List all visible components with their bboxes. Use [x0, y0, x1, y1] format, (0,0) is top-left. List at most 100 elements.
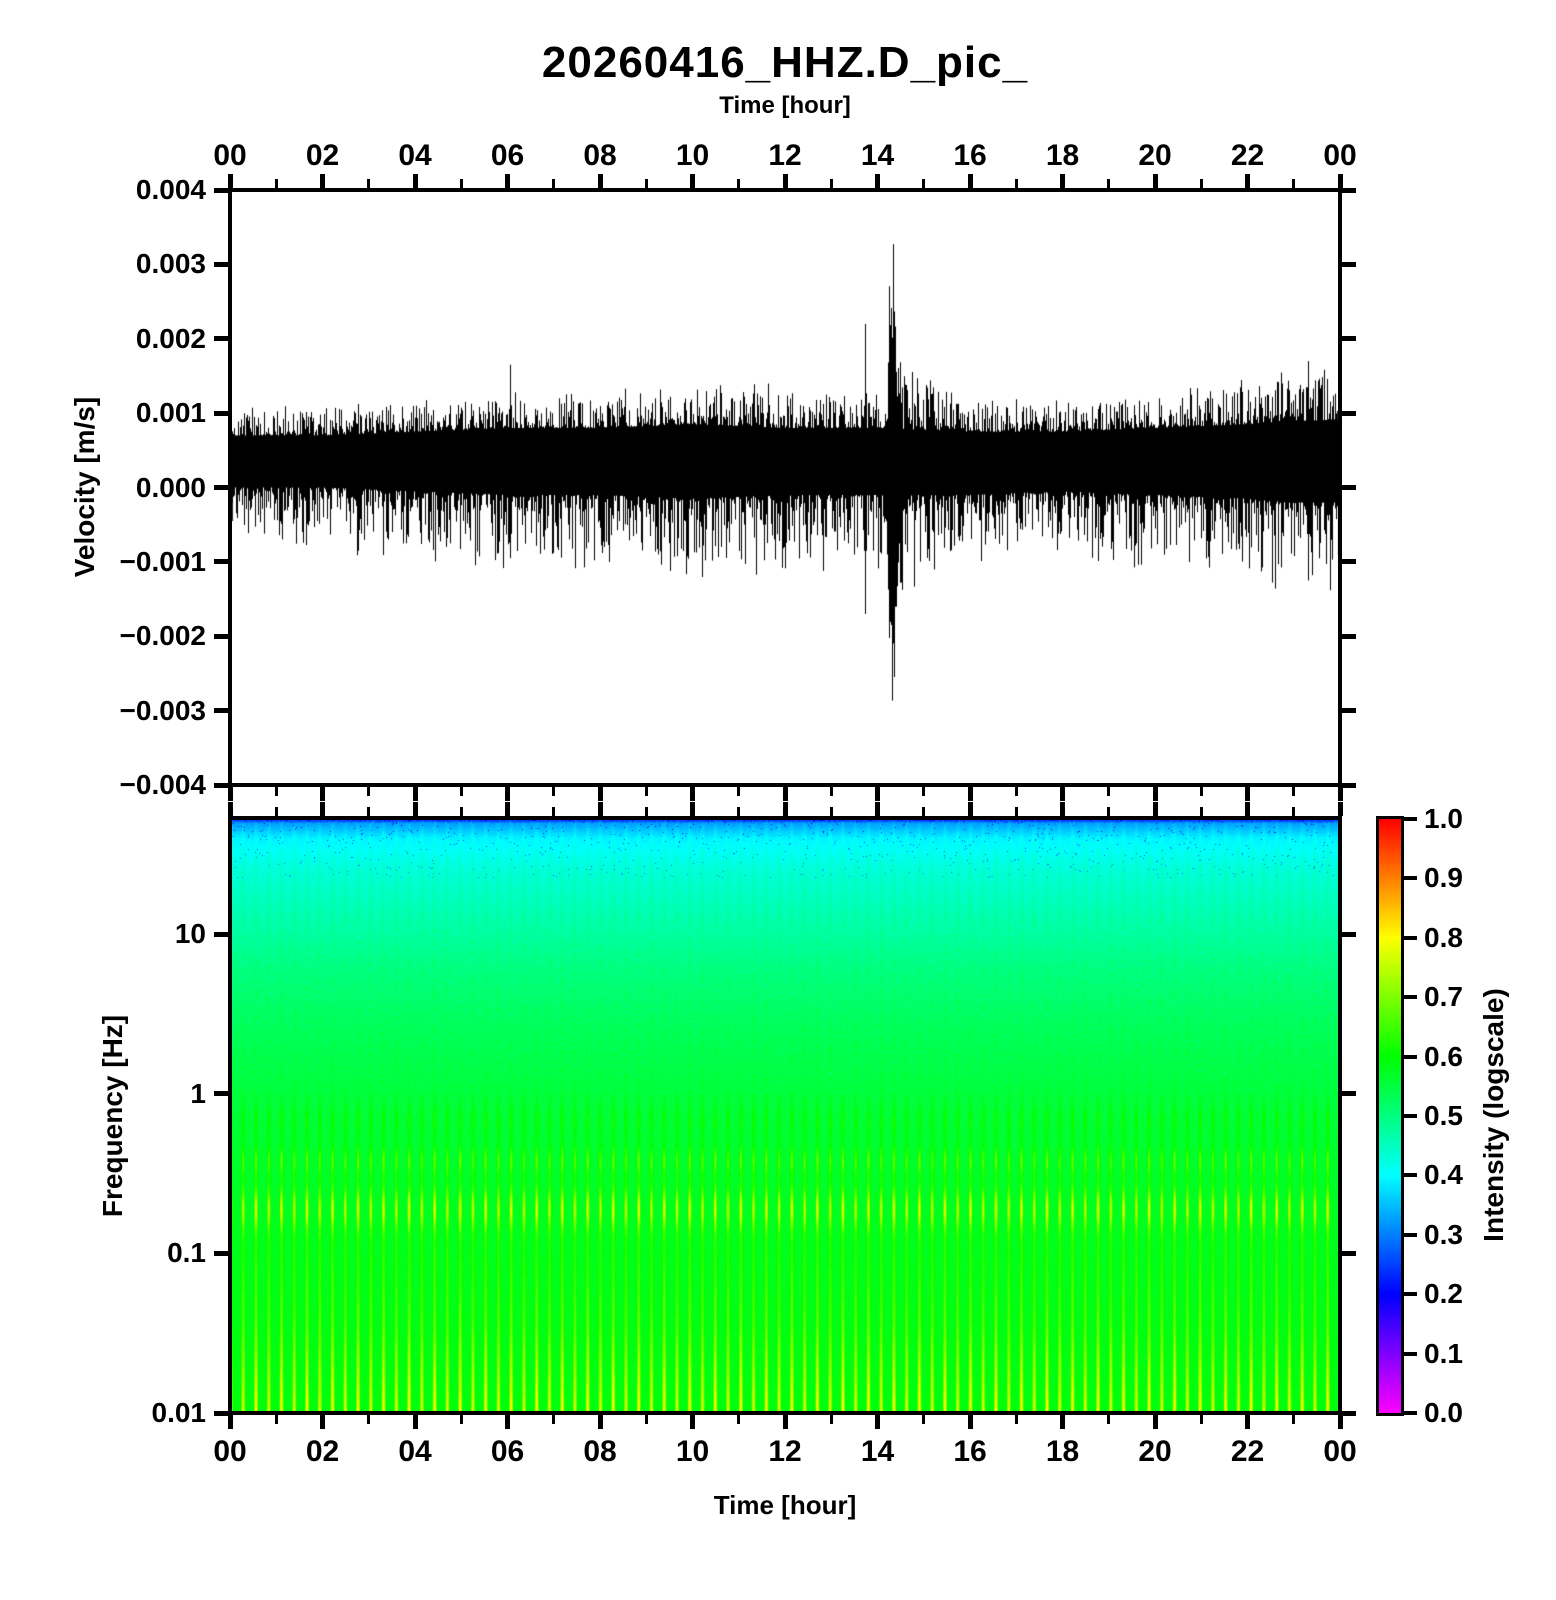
hour-tick — [1060, 174, 1065, 188]
hour-tick — [227, 787, 233, 801]
hour-tick-label: 14 — [860, 139, 895, 172]
velocity-tick — [214, 485, 228, 490]
top-time-axis-title: Time [hour] — [719, 92, 851, 119]
hour-tick — [552, 1415, 556, 1424]
hour-tick-label: 14 — [860, 1435, 895, 1468]
hour-tick — [227, 1415, 233, 1429]
hour-tick — [1337, 174, 1343, 188]
velocity-tick — [1342, 782, 1356, 788]
hour-tick — [782, 174, 788, 188]
colorbar-tick-label: 0.8 — [1424, 921, 1463, 953]
velocity-tick — [214, 336, 228, 342]
hour-tick — [1152, 174, 1158, 188]
hour-tick — [1199, 787, 1203, 796]
colorbar-tick — [1404, 817, 1417, 821]
hour-tick — [967, 1415, 973, 1429]
hour-tick — [967, 787, 973, 801]
hour-tick — [274, 1415, 278, 1424]
spectrogram-canvas — [230, 820, 1340, 1413]
hour-tick — [1199, 179, 1203, 188]
hour-tick — [227, 174, 233, 188]
hour-tick — [320, 787, 325, 801]
hour-tick — [367, 179, 371, 188]
hour-tick — [552, 807, 556, 816]
hour-tick — [505, 787, 510, 801]
frequency-tick — [214, 1091, 228, 1097]
velocity-tick-label: −0.001 — [119, 545, 206, 577]
hour-tick — [1292, 807, 1296, 816]
hour-tick — [597, 1415, 603, 1429]
colorbar-tick-label: 0.3 — [1424, 1218, 1463, 1250]
hour-tick — [690, 802, 695, 816]
hour-tick-label: 04 — [398, 1435, 432, 1468]
velocity-tick — [214, 633, 228, 639]
hour-tick — [737, 787, 741, 796]
colorbar-gradient-canvas — [1379, 819, 1401, 1413]
frequency-tick-label: 0.01 — [151, 1397, 207, 1428]
hour-tick-label: 00 — [213, 139, 247, 172]
hour-tick — [367, 787, 371, 796]
colorbar-tick — [1404, 1292, 1417, 1297]
frequency-tick — [1342, 1091, 1356, 1097]
colorbar-tick-label: 0.0 — [1424, 1397, 1463, 1428]
frequency-tick-label: 0.1 — [167, 1237, 206, 1269]
velocity-tick-label: −0.003 — [119, 694, 206, 726]
colorbar-tick-label: 0.1 — [1424, 1337, 1463, 1369]
hour-tick — [1107, 179, 1111, 188]
hour-tick — [737, 179, 741, 188]
colorbar-tick-label: 0.6 — [1424, 1040, 1463, 1072]
colorbar-tick — [1404, 1173, 1417, 1178]
hour-tick — [875, 1415, 880, 1429]
hour-tick — [1014, 807, 1018, 816]
hour-tick-label: 06 — [490, 139, 525, 172]
hour-tick — [505, 1415, 510, 1429]
frequency-axis-title: Frequency [Hz] — [97, 1014, 128, 1218]
frequency-tick — [1342, 931, 1356, 937]
hour-tick — [690, 174, 695, 188]
colorbar-tick — [1404, 1232, 1417, 1237]
hour-tick — [505, 802, 510, 816]
hour-tick-label: 08 — [583, 1435, 617, 1468]
hour-tick — [552, 787, 556, 796]
hour-tick — [597, 174, 603, 188]
hour-tick — [1337, 787, 1343, 801]
hour-tick-label: 12 — [768, 139, 802, 172]
hour-tick — [1199, 1415, 1203, 1424]
hour-tick-label: 00 — [213, 1435, 247, 1468]
velocity-tick-label: 0.002 — [135, 322, 206, 354]
velocity-tick — [1342, 261, 1356, 267]
hour-tick-label: 20 — [1138, 1435, 1172, 1468]
hour-tick — [274, 179, 278, 188]
bottom-time-axis-title: Time [hour] — [713, 1490, 857, 1520]
hour-tick — [1152, 802, 1158, 816]
hour-tick — [459, 787, 463, 796]
hour-tick-label: 02 — [305, 1435, 340, 1468]
hour-tick — [1014, 787, 1018, 796]
colorbar-title: Intensity (logscale) — [1478, 988, 1509, 1242]
hour-tick — [690, 1415, 695, 1429]
velocity-tick — [214, 782, 228, 788]
hour-tick-label: 16 — [953, 1435, 987, 1468]
hour-tick — [1107, 1415, 1111, 1424]
colorbar-tick — [1404, 1114, 1417, 1118]
hour-tick — [1245, 787, 1250, 801]
hour-tick — [227, 802, 233, 816]
velocity-tick — [1342, 187, 1356, 193]
hour-tick — [922, 1415, 926, 1424]
hour-tick — [459, 1415, 463, 1424]
velocity-tick — [1342, 410, 1356, 416]
figure-title: 20260416_HHZ.D_pic_ — [541, 38, 1029, 87]
hour-tick-label: 20 — [1138, 139, 1172, 172]
hour-tick — [922, 787, 926, 796]
velocity-tick — [1342, 633, 1356, 639]
velocity-tick-label: −0.004 — [119, 769, 206, 800]
hour-tick — [274, 807, 278, 816]
hour-tick-label: 18 — [1045, 1435, 1080, 1468]
velocity-tick-label: 0.001 — [135, 397, 206, 429]
hour-tick — [1060, 802, 1065, 816]
colorbar-tick — [1404, 1054, 1417, 1059]
hour-tick — [1060, 1415, 1065, 1429]
colorbar-tick-label: 0.9 — [1424, 862, 1463, 894]
velocity-tick — [214, 187, 228, 193]
